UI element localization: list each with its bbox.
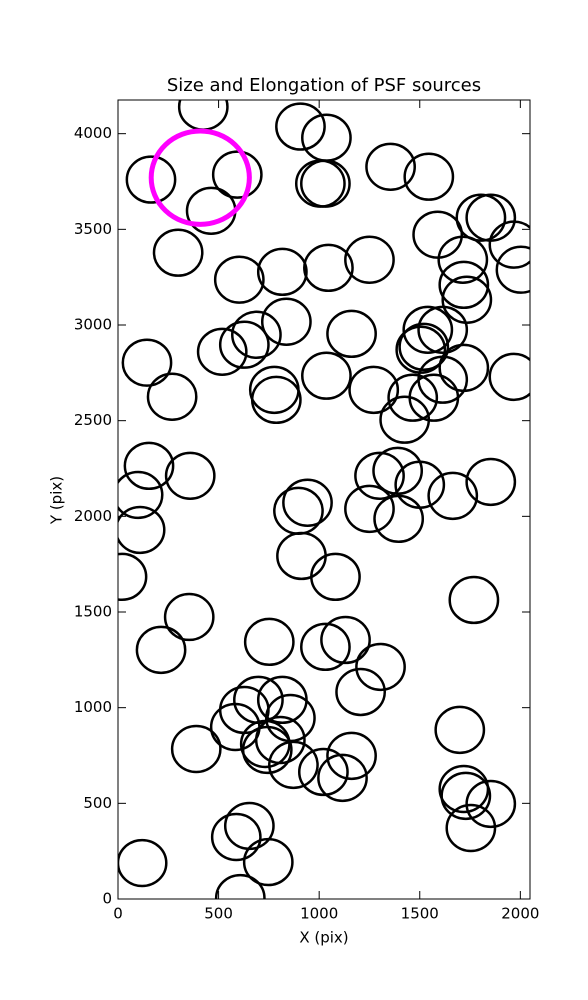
y-tick-label: 2500 <box>74 411 112 429</box>
source-ellipse <box>300 159 351 208</box>
source-ellipse <box>163 592 215 642</box>
source-ellipse <box>387 373 439 422</box>
source-ellipse <box>223 801 275 851</box>
source-ellipse <box>365 142 416 191</box>
source-ellipse <box>438 260 490 310</box>
y-tick-label: 4000 <box>74 124 112 142</box>
source-ellipse <box>125 155 177 204</box>
source-ellipse <box>282 478 333 527</box>
source-ellipse <box>488 220 530 269</box>
source-ellipse <box>218 320 270 369</box>
source-ellipse <box>268 740 319 790</box>
x-tick-label: 1500 <box>401 905 439 923</box>
source-ellipse <box>344 484 395 534</box>
source-ellipse <box>211 150 263 199</box>
source-ellipse <box>118 505 166 555</box>
x-tick-label: 500 <box>204 905 233 923</box>
x-tick-label: 0 <box>113 905 123 923</box>
source-ellipse <box>437 235 489 284</box>
source-ellipse <box>427 471 479 521</box>
source-ellipse <box>148 128 252 227</box>
source-ellipse <box>335 667 387 717</box>
source-ellipse <box>398 322 450 372</box>
source-ellipse <box>254 715 306 765</box>
source-ellipse <box>164 451 216 500</box>
source-ellipse <box>146 372 198 421</box>
source-ellipse <box>243 617 295 667</box>
source-ellipse <box>372 446 424 496</box>
source-ellipse <box>455 193 507 242</box>
source-ellipse <box>326 731 377 781</box>
source-ellipse <box>118 470 164 520</box>
y-axis-label: Y (pix) <box>48 476 66 525</box>
source-ellipse <box>135 625 187 675</box>
source-ellipse <box>152 228 204 277</box>
source-ellipse <box>310 552 361 602</box>
source-ellipse <box>355 642 406 692</box>
source-ellipse <box>273 486 324 535</box>
y-tick-label: 1500 <box>74 603 112 621</box>
source-ellipse <box>326 309 377 359</box>
source-ellipse <box>214 873 266 899</box>
source-ellipse <box>320 615 371 665</box>
source-ellipse <box>256 247 308 297</box>
y-tick-label: 1000 <box>74 698 112 716</box>
source-ellipse <box>123 441 175 491</box>
source-ellipse <box>300 622 351 672</box>
source-ellipse <box>213 255 265 304</box>
source-ellipse <box>294 159 346 208</box>
source-ellipse <box>170 724 222 774</box>
source-ellipse <box>260 297 312 346</box>
source-ellipse <box>465 193 517 242</box>
source-ellipse <box>242 837 294 887</box>
source-ellipse <box>440 771 492 821</box>
source-ellipse <box>275 102 326 151</box>
source-ellipse <box>448 575 500 625</box>
source-ellipse <box>248 365 300 415</box>
y-tick-label: 0 <box>102 890 112 908</box>
source-ellipse <box>231 310 282 359</box>
source-ellipse <box>488 352 530 402</box>
source-ellipse <box>121 338 173 387</box>
source-ellipse <box>348 365 400 415</box>
y-tick-label: 500 <box>83 794 112 812</box>
source-ellipse <box>465 457 517 507</box>
x-axis-label: X (pix) <box>299 929 348 947</box>
source-ellipse <box>276 531 327 581</box>
x-tick-label: 1000 <box>300 905 338 923</box>
source-ellipse <box>445 803 497 853</box>
source-ellipse <box>118 838 168 888</box>
source-ellipse <box>301 113 352 162</box>
source-ellipse <box>210 812 262 862</box>
source-ellipse <box>394 460 446 509</box>
y-tick-label: 3500 <box>74 220 112 238</box>
source-ellipse <box>402 305 454 354</box>
source-ellipse <box>344 235 395 284</box>
source-ellipse <box>303 243 354 293</box>
y-tick-label: 2000 <box>74 507 112 525</box>
source-ellipse <box>118 552 148 602</box>
source-ellipse <box>317 753 368 803</box>
source-ellipse <box>417 305 469 354</box>
source-ellipse <box>438 343 490 393</box>
source-ellipse <box>412 210 464 259</box>
plot-frame <box>117 99 531 900</box>
source-ellipse <box>354 451 405 500</box>
source-ellipse <box>298 747 349 797</box>
chart-title: Size and Elongation of PSF sources <box>167 75 481 96</box>
source-ellipse <box>196 327 248 377</box>
x-tick-label: 2000 <box>501 905 539 923</box>
source-ellipse <box>373 494 425 544</box>
source-ellipse <box>250 375 302 425</box>
y-tick-label: 3000 <box>74 316 112 334</box>
source-ellipse <box>241 725 293 775</box>
source-ellipse <box>185 186 237 235</box>
source-ellipse <box>301 351 352 400</box>
source-ellipse <box>495 245 530 294</box>
source-ellipse <box>465 779 517 829</box>
source-ellipse <box>403 152 455 201</box>
source-ellipse <box>434 705 486 755</box>
source-ellipse <box>408 373 460 422</box>
